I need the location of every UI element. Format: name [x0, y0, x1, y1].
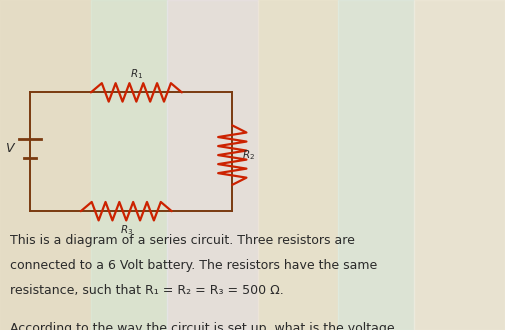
Bar	[338, 0, 414, 330]
Bar	[258, 0, 338, 330]
Bar	[91, 0, 167, 330]
Text: This is a diagram of a series circuit. Three resistors are: This is a diagram of a series circuit. T…	[10, 234, 355, 247]
Text: resistance, such that R₁ = R₂ = R₃ = 500 Ω.: resistance, such that R₁ = R₂ = R₃ = 500…	[10, 284, 284, 297]
Text: V: V	[5, 142, 14, 155]
Bar	[0, 0, 91, 330]
Text: $R_1$: $R_1$	[130, 67, 143, 81]
Bar	[414, 0, 505, 330]
Bar	[167, 0, 258, 330]
Text: connected to a 6 Volt battery. The resistors have the same: connected to a 6 Volt battery. The resis…	[10, 259, 377, 272]
Text: $R_2$: $R_2$	[242, 148, 256, 162]
Text: $R_3$: $R_3$	[120, 223, 133, 237]
Text: According to the way the circuit is set up, what is the voltage: According to the way the circuit is set …	[10, 322, 395, 330]
